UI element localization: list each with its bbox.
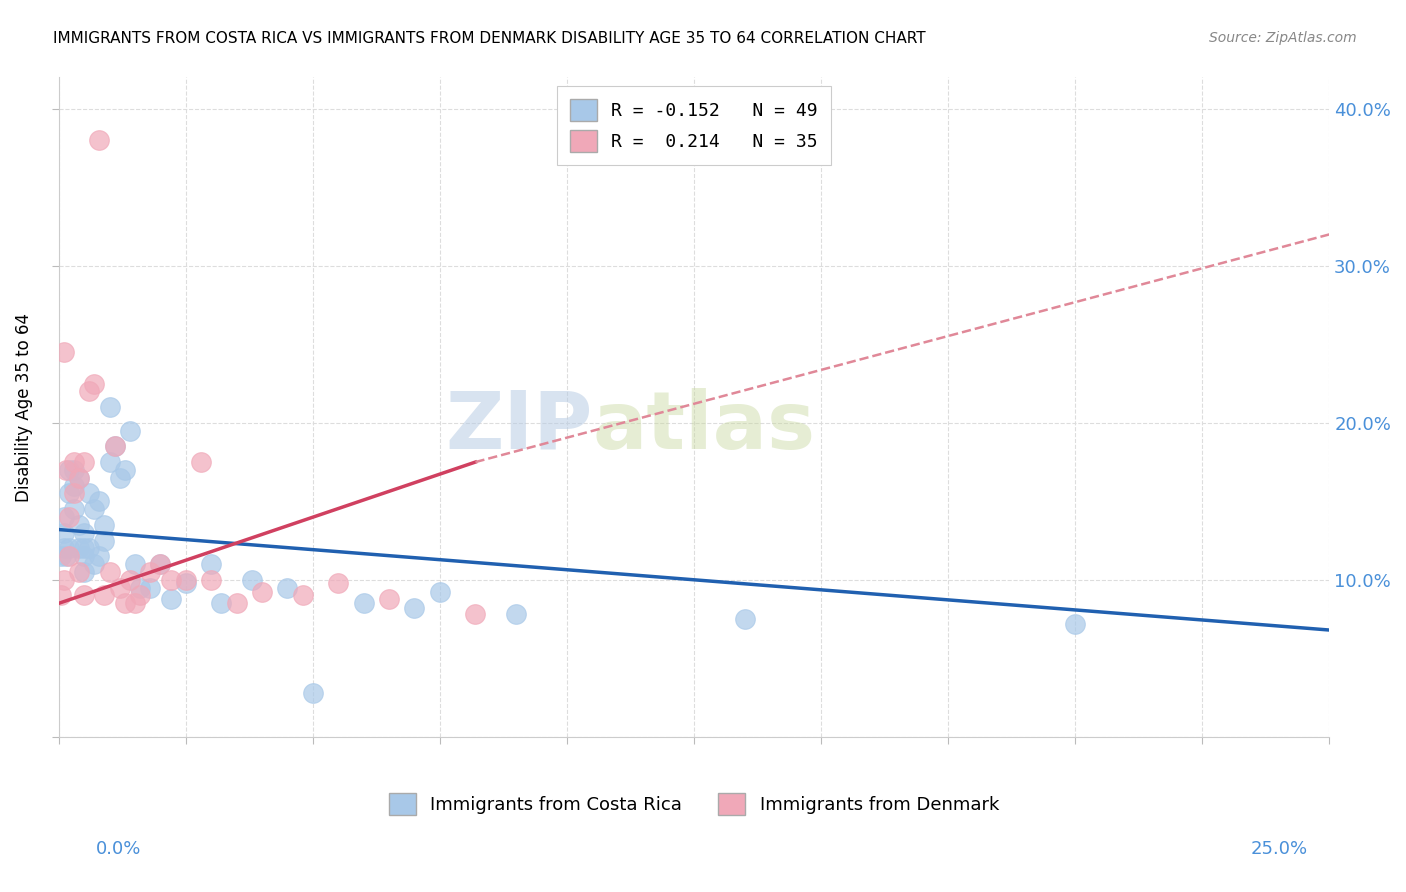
Point xyxy=(301,686,323,700)
Point xyxy=(58,541,80,556)
Point xyxy=(464,607,486,622)
Point xyxy=(73,589,96,603)
Point xyxy=(149,557,172,571)
Point xyxy=(63,455,86,469)
Point xyxy=(108,471,131,485)
Point xyxy=(58,510,80,524)
Point xyxy=(108,581,131,595)
Point xyxy=(63,502,86,516)
Point xyxy=(89,494,111,508)
Point xyxy=(429,585,451,599)
Point xyxy=(93,517,115,532)
Point xyxy=(63,478,86,492)
Text: 0.0%: 0.0% xyxy=(96,840,141,858)
Point xyxy=(139,565,162,579)
Point xyxy=(118,424,141,438)
Point xyxy=(104,439,127,453)
Point xyxy=(98,565,121,579)
Point xyxy=(404,601,426,615)
Point xyxy=(73,455,96,469)
Point xyxy=(83,557,105,571)
Point xyxy=(52,345,75,359)
Point xyxy=(67,517,90,532)
Point xyxy=(174,573,197,587)
Point xyxy=(104,439,127,453)
Point xyxy=(190,455,212,469)
Point xyxy=(93,589,115,603)
Point xyxy=(73,525,96,540)
Point xyxy=(55,549,77,564)
Point xyxy=(250,585,273,599)
Point xyxy=(58,463,80,477)
Point xyxy=(225,596,247,610)
Point xyxy=(114,596,136,610)
Point xyxy=(73,541,96,556)
Text: Source: ZipAtlas.com: Source: ZipAtlas.com xyxy=(1209,31,1357,45)
Point xyxy=(174,576,197,591)
Point xyxy=(200,557,222,571)
Text: IMMIGRANTS FROM COSTA RICA VS IMMIGRANTS FROM DENMARK DISABILITY AGE 35 TO 64 CO: IMMIGRANTS FROM COSTA RICA VS IMMIGRANTS… xyxy=(53,31,927,46)
Point xyxy=(83,502,105,516)
Point xyxy=(52,525,75,540)
Point xyxy=(98,400,121,414)
Point xyxy=(240,573,263,587)
Point xyxy=(67,565,90,579)
Point xyxy=(276,581,298,595)
Point xyxy=(51,549,73,564)
Point xyxy=(52,541,75,556)
Point xyxy=(67,471,90,485)
Point xyxy=(139,581,162,595)
Point xyxy=(89,549,111,564)
Point xyxy=(77,486,100,500)
Point xyxy=(1064,616,1087,631)
Point xyxy=(73,565,96,579)
Point xyxy=(77,384,100,399)
Text: atlas: atlas xyxy=(592,388,815,466)
Point xyxy=(159,573,181,587)
Point xyxy=(67,541,90,556)
Point xyxy=(51,589,73,603)
Y-axis label: Disability Age 35 to 64: Disability Age 35 to 64 xyxy=(15,312,32,501)
Point xyxy=(353,596,375,610)
Point xyxy=(89,133,111,147)
Point xyxy=(118,573,141,587)
Point xyxy=(505,607,527,622)
Point xyxy=(124,596,146,610)
Point xyxy=(200,573,222,587)
Point xyxy=(55,463,77,477)
Point xyxy=(149,557,172,571)
Legend: Immigrants from Costa Rica, Immigrants from Denmark: Immigrants from Costa Rica, Immigrants f… xyxy=(381,785,1007,822)
Point xyxy=(328,576,350,591)
Point xyxy=(83,376,105,391)
Point xyxy=(98,455,121,469)
Point xyxy=(129,581,152,595)
Text: ZIP: ZIP xyxy=(446,388,592,466)
Point xyxy=(93,533,115,548)
Point xyxy=(58,486,80,500)
Point xyxy=(67,471,90,485)
Point xyxy=(52,573,75,587)
Point xyxy=(63,463,86,477)
Point xyxy=(124,557,146,571)
Point xyxy=(159,591,181,606)
Point xyxy=(63,486,86,500)
Point xyxy=(114,463,136,477)
Point xyxy=(734,612,756,626)
Point xyxy=(58,549,80,564)
Text: 25.0%: 25.0% xyxy=(1250,840,1308,858)
Point xyxy=(209,596,232,610)
Point xyxy=(73,549,96,564)
Point xyxy=(291,589,314,603)
Point xyxy=(378,591,401,606)
Point xyxy=(52,510,75,524)
Point xyxy=(129,589,152,603)
Point xyxy=(77,541,100,556)
